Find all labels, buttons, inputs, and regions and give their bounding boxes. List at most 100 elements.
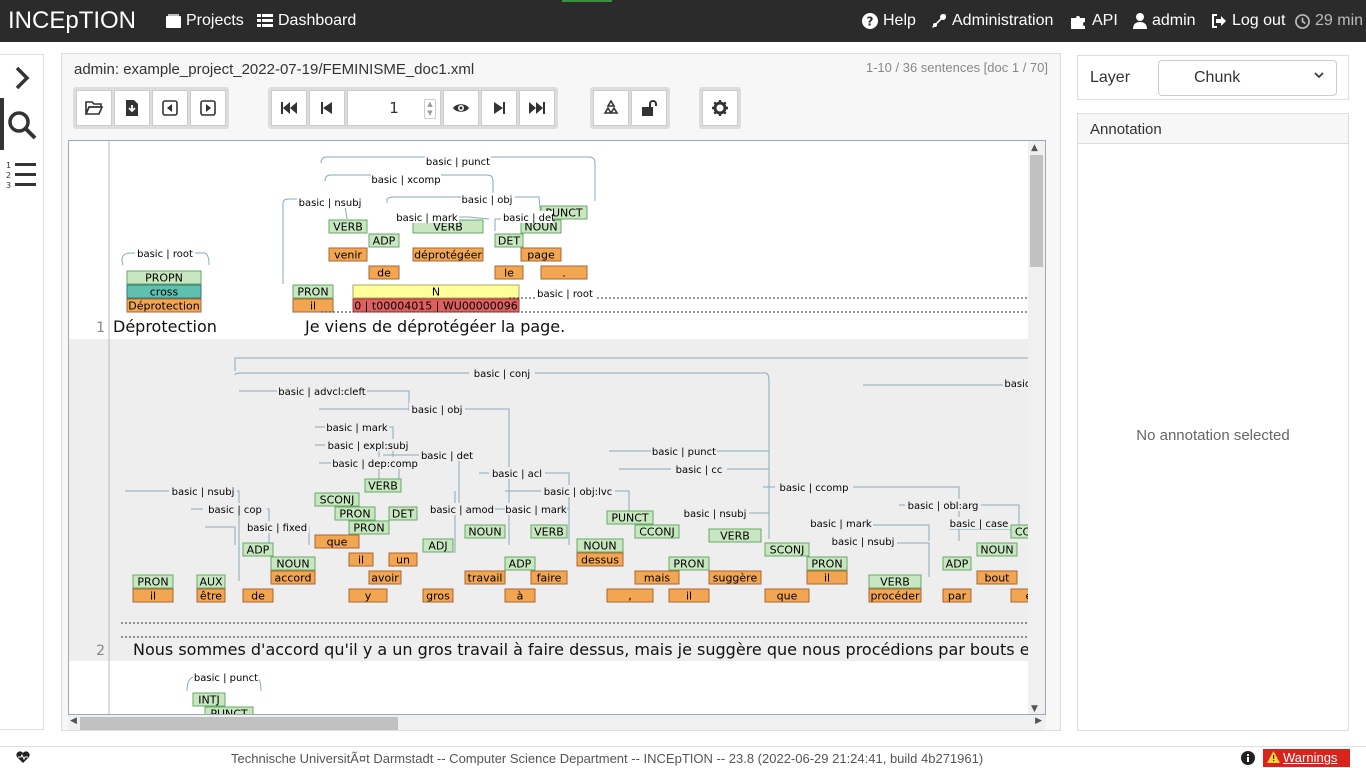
svg-text:basic | mark: basic | mark <box>326 423 388 434</box>
svg-text:2: 2 <box>6 171 11 180</box>
list-ordered-icon[interactable]: 123 <box>6 159 38 191</box>
pos-tag[interactable] <box>494 233 524 248</box>
sentence-text: Je viens de déprotégéer la page. <box>304 317 565 336</box>
svg-text:suggère: suggère <box>713 572 758 585</box>
page-spinner[interactable]: ▲ ▼ <box>424 99 436 119</box>
annotation-detail-panel: Annotation No annotation selected <box>1077 113 1349 731</box>
span-annotations-s1[interactable]: PROPN cross Déprotection PRON il VERB ve… <box>126 205 588 313</box>
svg-text:ADP: ADP <box>509 558 532 571</box>
pos-tag[interactable] <box>328 219 368 234</box>
sentence-number: 1 <box>96 320 105 336</box>
svg-text:,: , <box>628 590 632 603</box>
pos-tag[interactable] <box>368 233 400 248</box>
svg-text:basic | root: basic | root <box>137 249 193 260</box>
pos-tag-label: VERB <box>333 221 363 234</box>
token-tag[interactable] <box>328 247 368 262</box>
annotation-canvas[interactable]: 1 Déprotection Je viens de déprotégéer l… <box>68 140 1046 715</box>
arc-labels-s2: basic | conj basic | advcl:cleft basic |… <box>169 367 1045 548</box>
span-annotations-s2[interactable]: PRON il AUX être ADP de NOUN accord SCON… <box>132 478 1046 603</box>
svg-text:ADJ: ADJ <box>428 540 447 553</box>
svg-text:basic | acl: basic | acl <box>492 469 542 480</box>
page-number-input[interactable]: 1 ▲ ▼ <box>347 90 441 126</box>
settings-button[interactable] <box>702 90 738 126</box>
cross-tag[interactable] <box>126 284 202 299</box>
next-document-button[interactable] <box>190 90 226 126</box>
nav-dashboard[interactable]: Dashboard <box>257 12 356 30</box>
toolbar-settings-group <box>699 87 741 129</box>
unlock-document-button[interactable] <box>631 90 667 126</box>
first-page-button[interactable] <box>271 90 307 126</box>
chunk-tag[interactable] <box>352 298 520 313</box>
token-tag[interactable] <box>368 265 400 280</box>
svg-text:il: il <box>824 572 830 585</box>
pos-tag-label: NOUN <box>524 221 557 234</box>
warnings-button[interactable]: Warnings <box>1263 749 1350 767</box>
svg-text:basic | det: basic | det <box>421 451 473 462</box>
vertical-scrollbar[interactable]: ▲ ▼ <box>1028 141 1045 714</box>
nav-projects[interactable]: Projects <box>166 12 244 30</box>
horizontal-scroll-thumb[interactable] <box>80 717 398 730</box>
token-tag-label: il <box>310 300 316 313</box>
token-tag[interactable] <box>292 298 334 313</box>
nav-user[interactable]: admin <box>1133 12 1196 30</box>
step-backward-icon <box>321 102 332 114</box>
chevron-right-icon[interactable] <box>6 62 38 94</box>
sentence-number: 2 <box>96 643 105 659</box>
search-icon[interactable] <box>6 109 38 141</box>
svg-text:il: il <box>150 590 156 603</box>
brand-logo[interactable]: INCEpTION <box>8 7 137 34</box>
svg-text:basic | obl:arg: basic | obl:arg <box>908 501 979 512</box>
svg-text:basic | obj: basic | obj <box>412 405 463 416</box>
token-tag-label: Déprotection <box>128 300 199 313</box>
info-icon[interactable] <box>1241 751 1255 765</box>
token-tag[interactable] <box>126 298 202 313</box>
svg-text:1: 1 <box>6 161 11 170</box>
span-annotations-s3[interactable]: basic | punct INTJ PUNCT <box>186 671 262 715</box>
session-timer-label: 29 min <box>1315 12 1364 29</box>
previous-page-button[interactable] <box>309 90 345 126</box>
chevron-down-icon <box>1314 72 1324 79</box>
preferences-view-button[interactable] <box>443 90 479 126</box>
progress-indicator <box>562 0 612 2</box>
svg-text:basic | nsubj: basic | nsubj <box>299 198 362 209</box>
page-number-value: 1 <box>389 99 399 117</box>
svg-text:procéder: procéder <box>870 590 920 603</box>
nav-logout[interactable]: Log out <box>1211 12 1285 30</box>
svg-text:PRON: PRON <box>137 576 168 589</box>
layer-select[interactable]: Chunk <box>1158 60 1337 96</box>
nav-help-label: Help <box>883 12 916 29</box>
nav-api[interactable]: API <box>1071 12 1118 30</box>
svg-text:basic | c: basic | c <box>1004 379 1045 390</box>
nav-administration[interactable]: Administration <box>931 12 1053 30</box>
export-document-button[interactable] <box>114 90 150 126</box>
nav-help[interactable]: ? Help <box>862 12 916 30</box>
chunk-tag[interactable] <box>352 284 520 299</box>
last-page-button[interactable] <box>519 90 555 126</box>
token-tag[interactable] <box>540 265 588 280</box>
svg-text:travail: travail <box>468 572 503 585</box>
layer-label: Layer <box>1090 69 1131 86</box>
horizontal-scrollbar[interactable]: ◀ ▶ <box>68 715 1046 730</box>
svg-text:INTJ: INTJ <box>198 694 219 707</box>
svg-text:VERB: VERB <box>720 530 750 543</box>
token-tag[interactable] <box>494 265 524 280</box>
pos-tag[interactable] <box>292 284 334 299</box>
unlock-icon <box>642 100 657 116</box>
svg-text:basic | amod: basic | amod <box>430 505 494 516</box>
token-tag[interactable] <box>520 247 562 262</box>
nav-logout-label: Log out <box>1232 12 1286 29</box>
open-document-button[interactable] <box>76 90 112 126</box>
pos-tag[interactable] <box>126 270 202 285</box>
token-tag[interactable] <box>412 247 484 262</box>
svg-text:ADP: ADP <box>946 558 969 571</box>
pos-tag-label: DET <box>498 235 520 248</box>
arcs-s1[interactable] <box>121 156 1039 313</box>
next-page-button[interactable] <box>481 90 517 126</box>
layer-select-value: Chunk <box>1194 69 1241 86</box>
vertical-scroll-thumb[interactable] <box>1030 155 1043 267</box>
previous-document-button[interactable] <box>152 90 188 126</box>
svg-text:mais: mais <box>644 572 671 585</box>
reset-document-button[interactable] <box>593 90 629 126</box>
svg-text:basic | obj:lvc: basic | obj:lvc <box>544 487 613 498</box>
annotation-svg[interactable]: 1 Déprotection Je viens de déprotégéer l… <box>69 141 1046 715</box>
